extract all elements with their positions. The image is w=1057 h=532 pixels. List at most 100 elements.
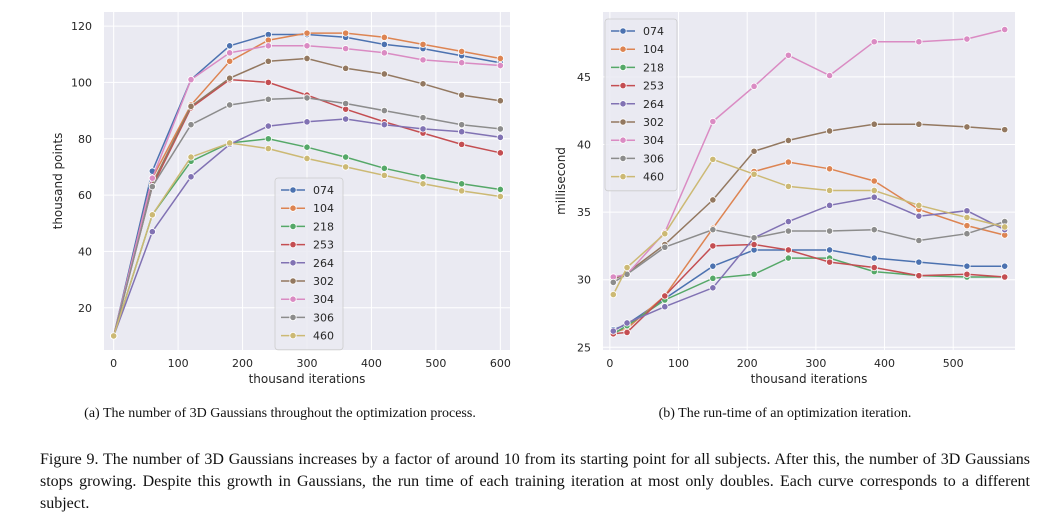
data-point-304 <box>709 117 717 126</box>
data-point-218 <box>380 164 388 172</box>
data-point-264 <box>458 128 466 136</box>
data-point-264 <box>264 122 272 130</box>
data-point-304 <box>963 35 971 43</box>
x-tick-label: 200 <box>737 357 758 370</box>
data-point-460 <box>1001 223 1009 231</box>
data-point-302 <box>264 57 272 65</box>
data-point-306 <box>187 121 195 129</box>
data-point-104 <box>870 177 878 185</box>
subcaption-a: (a) The number of 3D Gaussians throughou… <box>84 406 476 421</box>
data-point-304 <box>458 59 466 67</box>
data-point-460 <box>870 186 878 195</box>
data-point-074 <box>963 262 971 270</box>
data-point-264 <box>963 207 971 215</box>
legend-swatch-marker <box>289 241 297 249</box>
chart-b-svg: 0 100 200 300 400 500 25 30 35 40 45 thousand itera… <box>554 12 1015 386</box>
data-point-302 <box>915 120 923 128</box>
data-point-306 <box>303 94 311 102</box>
y-axis-label: thousand points <box>51 133 65 230</box>
data-point-460 <box>303 154 311 163</box>
chart-panel-a: 0 100 200 300 400 500 600 20 40 60 80 100 120 thousan… <box>0 0 520 395</box>
data-point-264 <box>661 303 669 311</box>
data-point-306 <box>226 101 234 109</box>
legend-swatch-marker <box>619 118 627 126</box>
data-point-253 <box>825 258 834 266</box>
data-point-218 <box>709 274 717 282</box>
data-point-104 <box>419 40 427 48</box>
data-point-304 <box>750 82 758 90</box>
data-point-253 <box>458 140 466 148</box>
legend-label: 218 <box>643 61 664 74</box>
data-point-302 <box>419 80 427 88</box>
legend-label: 306 <box>313 311 334 324</box>
y-tick-label: 35 <box>577 206 591 219</box>
legend-label: 264 <box>313 257 334 270</box>
data-point-218 <box>496 185 504 194</box>
data-point-460 <box>963 213 971 222</box>
data-point-253 <box>784 246 792 254</box>
data-point-304 <box>419 56 427 64</box>
data-point-306 <box>870 226 878 234</box>
legend-swatch-marker <box>289 222 297 230</box>
data-point-104 <box>380 33 388 41</box>
data-point-460 <box>148 211 156 219</box>
data-point-218 <box>419 173 427 181</box>
data-point-104 <box>784 158 792 166</box>
y-tick-label: 40 <box>78 245 92 258</box>
x-tick-label: 100 <box>168 357 189 370</box>
data-point-304 <box>264 42 272 50</box>
legend-swatch-marker <box>289 277 297 285</box>
x-axis-label: thousand iterations <box>249 372 366 386</box>
data-point-218 <box>342 153 350 161</box>
data-point-253 <box>1001 273 1009 281</box>
legend-swatch-marker <box>619 82 627 90</box>
data-point-104 <box>226 57 234 65</box>
data-point-264 <box>915 212 923 220</box>
data-point-253 <box>661 292 669 300</box>
data-point-306 <box>915 236 923 245</box>
data-point-306 <box>458 121 466 129</box>
y-tick-label: 100 <box>71 76 92 89</box>
data-point-264 <box>496 133 504 141</box>
legend-label: 074 <box>313 184 334 197</box>
legend-label: 253 <box>313 239 334 252</box>
legend-label: 074 <box>643 25 664 38</box>
data-point-074 <box>709 262 717 270</box>
legend-swatch-marker <box>289 295 297 303</box>
data-point-074 <box>870 254 878 262</box>
data-point-304 <box>1001 25 1009 34</box>
data-point-306 <box>380 106 388 115</box>
data-point-306 <box>750 234 758 242</box>
y-tick-label: 40 <box>577 138 591 151</box>
data-point-302 <box>750 147 758 155</box>
data-point-302 <box>709 196 717 204</box>
data-point-302 <box>496 97 504 105</box>
data-point-253 <box>709 242 717 250</box>
data-point-304 <box>496 61 504 70</box>
data-point-460 <box>623 263 631 272</box>
data-point-253 <box>496 149 504 157</box>
y-tick-label: 30 <box>577 274 591 287</box>
data-point-302 <box>380 70 388 78</box>
data-point-074 <box>380 40 388 48</box>
y-tick-label: 120 <box>71 20 92 33</box>
x-tick-label: 0 <box>606 357 613 370</box>
data-point-218 <box>750 270 758 278</box>
data-point-306 <box>148 183 156 191</box>
legend-label: 306 <box>643 152 664 165</box>
data-point-306 <box>419 114 427 122</box>
data-point-253 <box>264 78 272 87</box>
data-point-264 <box>303 118 311 126</box>
data-point-104 <box>458 47 466 56</box>
x-tick-label: 500 <box>425 357 446 370</box>
data-point-460 <box>226 139 234 147</box>
data-point-304 <box>342 45 350 53</box>
x-axis-label: thousand iterations <box>751 372 868 386</box>
data-point-306 <box>709 226 717 234</box>
data-point-304 <box>148 174 156 182</box>
legend-swatch-marker <box>619 173 627 181</box>
data-point-302 <box>1001 126 1009 134</box>
data-point-304 <box>303 42 311 50</box>
legend-label: 264 <box>643 98 664 111</box>
legend-label: 253 <box>643 80 664 93</box>
